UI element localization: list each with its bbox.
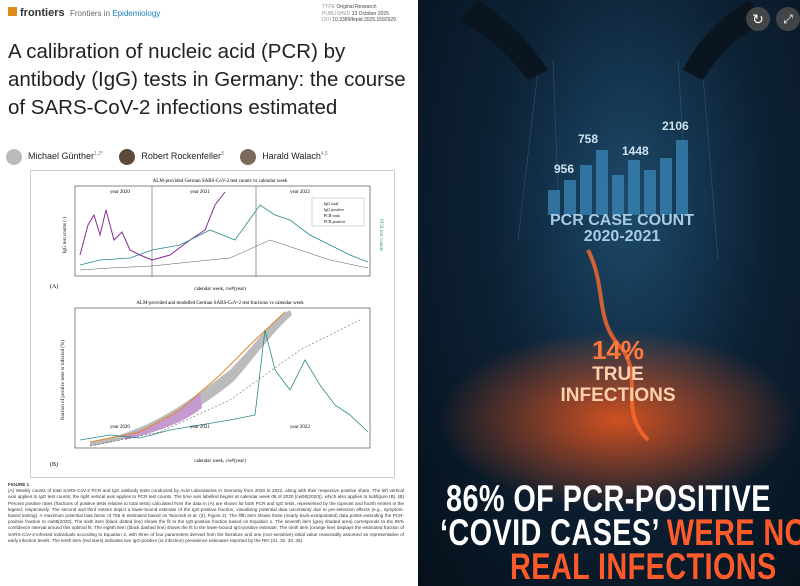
refresh-button[interactable]: ↻ xyxy=(746,7,770,31)
true-label: INFECTIONS xyxy=(560,385,676,406)
legend-label: IgG positive xyxy=(324,207,344,212)
headline-part: ‘COVID CASES’ xyxy=(440,512,659,553)
legend-label: PCR total xyxy=(324,213,341,218)
infographic-panel: 956 758 1448 2106 PCR CASE COUNT 2020-20… xyxy=(418,0,800,586)
meta-label: TYPE xyxy=(322,4,336,10)
y2-axis-label: PCR test counts xyxy=(378,219,383,251)
bars xyxy=(548,140,688,215)
series-line xyxy=(79,204,369,266)
headline: 86% OF PCR-POSITIVE xyxy=(446,478,771,519)
year-label: year 2020 xyxy=(110,425,130,430)
article-meta: TYPE Original Research PUBLISHED 13 Octo… xyxy=(322,4,396,24)
author-list: Michael Günther1,2* Robert Rockenfeller3… xyxy=(6,146,328,165)
author-affil: 3 xyxy=(220,151,224,157)
strings xyxy=(517,59,719,261)
expand-button[interactable]: ⤢ xyxy=(776,7,800,31)
panel-title: ALM-provided and modelled German SARS-Co… xyxy=(136,301,304,306)
count-title: PCR CASE COUNT xyxy=(549,212,694,229)
caption-label: FIGURE 1 xyxy=(8,482,30,487)
author-affil: 4,5 xyxy=(320,151,328,157)
true-pct: 14% xyxy=(591,335,645,365)
series-line xyxy=(89,319,361,447)
year-label: year 2022 xyxy=(290,190,310,195)
shaded-area xyxy=(125,392,202,440)
figure: ALM-provided German SARS-CoV-2 test coun… xyxy=(30,170,395,478)
glow xyxy=(438,330,798,510)
panel-axes xyxy=(74,185,371,277)
legend-box xyxy=(311,197,365,227)
author-name: Michael Günther xyxy=(28,151,95,161)
legend-label: IgG total xyxy=(324,201,339,206)
paper-panel: frontiers Frontiers in Epidemiology TYPE… xyxy=(6,4,406,544)
article-title: A calibration of nucleic acid (PCR) by a… xyxy=(8,40,406,119)
series-line xyxy=(79,239,369,271)
legend-label: PCR positive xyxy=(324,219,345,224)
infographic-art xyxy=(438,0,798,510)
true-label: TRUE xyxy=(592,364,644,385)
crack xyxy=(586,249,650,442)
bar-label: 2106 xyxy=(662,119,689,133)
y-axis-label: IgG test counts (·) xyxy=(63,216,68,253)
meta-type: Original Research xyxy=(336,4,377,10)
year-label: year 2020 xyxy=(110,190,130,195)
journal-prefix: Frontiers in xyxy=(70,9,111,18)
author: Harald Walach4,5 xyxy=(240,148,328,165)
author: Robert Rockenfeller3 xyxy=(119,148,224,165)
figure-caption: FIGURE 1 (A) Weekly counts of total SARS-… xyxy=(8,482,404,544)
caption-text: (A) Weekly counts of total SARS-CoV-2 PC… xyxy=(8,488,404,543)
author-name: Robert Rockenfeller xyxy=(141,151,221,161)
headline: ‘COVID CASES’ WERE NOT xyxy=(440,512,800,554)
year-label: year 2021 xyxy=(190,190,210,195)
series-line xyxy=(89,311,286,443)
meta-label: PUBLISHED xyxy=(322,10,351,17)
bar-label: 758 xyxy=(578,132,599,146)
meta-label: DOI xyxy=(322,17,331,23)
headline-part: WERE NOT xyxy=(666,512,800,553)
series-line xyxy=(79,191,226,261)
bar-label: 956 xyxy=(554,162,575,176)
panel-axes xyxy=(74,307,371,449)
author: Michael Günther1,2* xyxy=(6,148,103,165)
meta-date: 13 October 2025 xyxy=(351,10,389,17)
hand xyxy=(458,0,548,80)
bar-label: 1448 xyxy=(622,144,649,158)
year-label: year 2021 xyxy=(190,425,210,430)
x-axis-label: calendar week, cw#(year) xyxy=(194,459,246,464)
y-axis-label: fraction of positive tests or infected (… xyxy=(61,340,66,420)
headline: REAL INFECTIONS xyxy=(510,546,777,586)
year-label: year 2022 xyxy=(290,425,310,430)
author-name: Harald Walach xyxy=(262,151,321,161)
journal-name: Frontiers in Epidemiology xyxy=(70,9,160,18)
x-axis-label: calendar week, cw#(year) xyxy=(194,287,246,292)
count-years: 2020-2021 xyxy=(583,228,661,245)
panel-label: (A) xyxy=(50,283,58,290)
journal-logo: frontiers xyxy=(8,7,65,19)
author-affil: 1,2* xyxy=(94,151,103,157)
journal-section: Epidemiology xyxy=(112,9,161,18)
logo-text: frontiers xyxy=(20,7,65,19)
panel-title: ALM-provided German SARS-CoV-2 test coun… xyxy=(153,179,288,184)
series-line xyxy=(79,329,369,441)
panel-label: (B) xyxy=(50,461,58,468)
meta-doi: 10.3389/fepid.2025.1592929 xyxy=(332,17,396,23)
